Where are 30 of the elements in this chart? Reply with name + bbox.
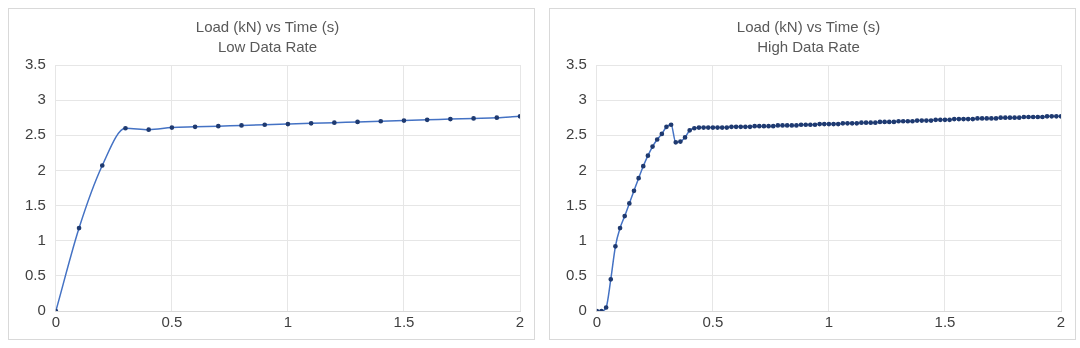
y-tick-label: 2.5 xyxy=(565,125,587,143)
y-tick-label: 1 xyxy=(37,230,46,248)
y-tick-label: 0 xyxy=(578,301,587,319)
y-tick-label: 1.5 xyxy=(24,195,46,213)
x-tick-label: 2 xyxy=(1056,313,1066,331)
y-tick-label: 3 xyxy=(37,90,46,108)
y-tick-label: 0.5 xyxy=(565,266,587,283)
x-tick-label: 1 xyxy=(824,313,834,331)
chart-subtitle: High Data Rate xyxy=(757,38,860,56)
y-tick-label: 3.5 xyxy=(24,55,46,73)
x-tick-label: 0.5 xyxy=(702,313,724,331)
y-tick-label: 1.5 xyxy=(565,195,587,213)
chart-title: Load (kN) vs Time (s) xyxy=(195,18,340,36)
y-tick-label: 2 xyxy=(578,160,587,178)
x-tick-label: 1.5 xyxy=(393,313,415,331)
y-tick-label: 2 xyxy=(37,160,46,178)
y-tick-label: 2.5 xyxy=(24,125,46,143)
x-tick-label: 2 xyxy=(515,313,525,331)
x-tick-label: 1.5 xyxy=(934,313,956,331)
chart-title: Load (kN) vs Time (s) xyxy=(736,18,881,36)
y-tick-label: 0.5 xyxy=(24,266,46,283)
x-tick-label: 0 xyxy=(51,313,61,331)
x-tick-label: 1 xyxy=(283,313,293,331)
x-tick-label: 0.5 xyxy=(161,313,183,331)
x-tick-label: 0 xyxy=(592,313,602,331)
y-tick-label: 0 xyxy=(37,301,46,319)
chart-subtitle: Low Data Rate xyxy=(217,38,318,56)
y-tick-label: 3 xyxy=(578,90,587,108)
y-tick-label: 3.5 xyxy=(565,55,587,73)
y-tick-label: 1 xyxy=(578,230,587,248)
